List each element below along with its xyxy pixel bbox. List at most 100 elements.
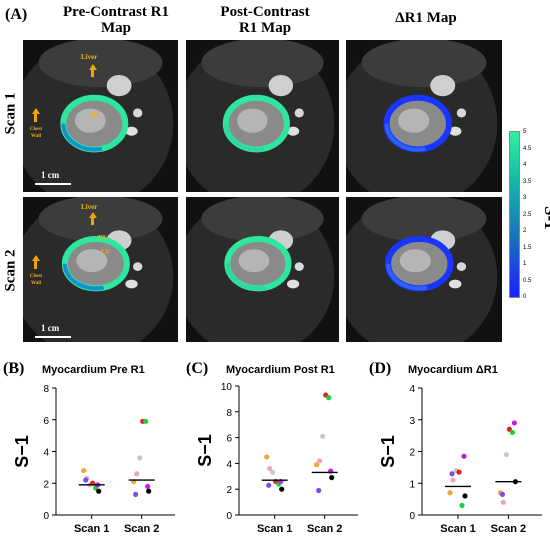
colorbar-tick-label: 0.5 (523, 277, 532, 284)
liver-region (38, 197, 163, 242)
colorbar-tick-label: 5 (523, 129, 527, 135)
data-point (317, 458, 323, 464)
colorbar-tick-label: 2 (523, 228, 527, 234)
data-point (83, 477, 89, 483)
vessel-bright (430, 74, 456, 97)
x-tick-label: Scan 1 (257, 523, 292, 535)
vessel-bright (456, 108, 467, 118)
mri-panel-scan1-delta (346, 40, 502, 192)
data-point (316, 487, 322, 494)
annotation-liver: Liver (81, 203, 98, 211)
colorbar-tick-label: 4 (523, 162, 527, 168)
scale-bar-label: 1 cm (41, 323, 60, 333)
vessel-bright (133, 108, 143, 118)
x-tick-label: Scan 1 (440, 523, 475, 535)
colorbar-tick-label: 3.5 (523, 178, 532, 185)
y-tick-label: 3 (409, 416, 415, 427)
data-point (511, 420, 517, 426)
blood-pool (76, 249, 108, 273)
data-point (329, 474, 335, 481)
panel-label-c: (C) (186, 360, 209, 377)
liver-region (38, 40, 163, 88)
vessel-bright (448, 279, 462, 289)
data-point (456, 469, 462, 475)
y-tick-label: 10 (221, 382, 233, 393)
data-point (134, 471, 140, 477)
chart-title-b: Myocardium Pre R1 (42, 364, 145, 376)
annotation-rv: RV (98, 234, 108, 242)
vessel-bright (125, 126, 138, 136)
annotation-chest-wall: Chest Wall (29, 274, 43, 286)
y-tick-label: 2 (409, 448, 415, 459)
vessel-bright (456, 262, 467, 271)
chart-title-d: Myocardium ΔR1 (408, 364, 498, 376)
data-point (137, 455, 143, 461)
myocardium-ring-segment (62, 263, 105, 291)
panel-label-d: (D) (369, 360, 392, 377)
myocardium-ring-segment (61, 123, 103, 152)
liver-region (361, 197, 487, 242)
data-point (462, 493, 468, 499)
vessel-bright (286, 279, 300, 289)
y-tick-label: 6 (226, 434, 232, 445)
mri-panel-scan1-post (186, 40, 339, 192)
vessel-bright (106, 74, 132, 97)
y-tick-label: 0 (226, 511, 232, 522)
y-axis-label: S−1 (195, 434, 215, 467)
scale-bar (35, 336, 71, 338)
y-tick-label: 4 (43, 448, 49, 459)
colorbar (509, 131, 520, 298)
myocardium-ring-segment (223, 123, 265, 152)
y-tick-label: 6 (43, 416, 49, 427)
y-tick-label: 0 (43, 511, 49, 522)
figure-label-a: (A) (5, 6, 28, 23)
blood-pool (398, 108, 430, 133)
y-tick-label: 4 (226, 459, 232, 470)
column-title-post-line1: Post-Contrast (220, 4, 310, 20)
vessel-bright (133, 262, 143, 271)
data-point (449, 471, 455, 477)
y-tick-label: 2 (226, 485, 232, 496)
scale-bar-label: 1 cm (41, 170, 60, 180)
row-label-scan2: Scan 2 (2, 249, 19, 292)
data-point (146, 488, 152, 494)
data-point (270, 469, 276, 476)
colorbar-unit-label: S-1 (541, 206, 550, 230)
data-point (96, 488, 102, 494)
colorbar-tick-label: 1 (523, 261, 527, 267)
mri-panel-scan2-delta (346, 197, 502, 342)
y-tick-label: 0 (409, 511, 415, 522)
data-point (503, 452, 509, 458)
data-point (499, 491, 505, 497)
blood-pool (237, 108, 268, 133)
data-point (145, 483, 151, 490)
chart-title-c: Myocardium Post R1 (226, 364, 335, 376)
annotation-lv: LV (101, 248, 111, 256)
vessel-bright (448, 126, 462, 136)
row-label-scan1: Scan 1 (2, 92, 19, 135)
arrow-liver-icon (89, 212, 97, 218)
data-point (267, 465, 273, 472)
data-point (459, 502, 465, 509)
data-point (264, 454, 270, 460)
data-point (461, 453, 467, 459)
column-title-delta: ΔR1 Map (395, 10, 457, 26)
y-axis-label: S−1 (12, 435, 32, 468)
blood-pool (74, 108, 106, 133)
vessel-bright (294, 262, 304, 271)
column-title-pre-line2: Map (101, 20, 131, 36)
mri-panel-scan1-pre: Liver RV Chest Wall 1 cm (23, 40, 178, 192)
vessel-bright (286, 126, 300, 136)
y-tick-label: 1 (409, 479, 415, 490)
liver-region (201, 197, 324, 242)
data-point (143, 418, 149, 424)
arrow-chest-wall-icon (32, 108, 40, 114)
chart-d: 0 1 2 3 4 S−1 Scan 1 Scan 2 (366, 380, 550, 545)
mri-panel-scan2-post (186, 197, 339, 342)
y-tick-label: 8 (226, 408, 232, 419)
myocardium-ring-segment (384, 123, 426, 152)
liver-region (201, 40, 324, 88)
liver-region (361, 40, 487, 88)
data-point (320, 433, 326, 439)
y-tick-label: 2 (43, 479, 49, 490)
